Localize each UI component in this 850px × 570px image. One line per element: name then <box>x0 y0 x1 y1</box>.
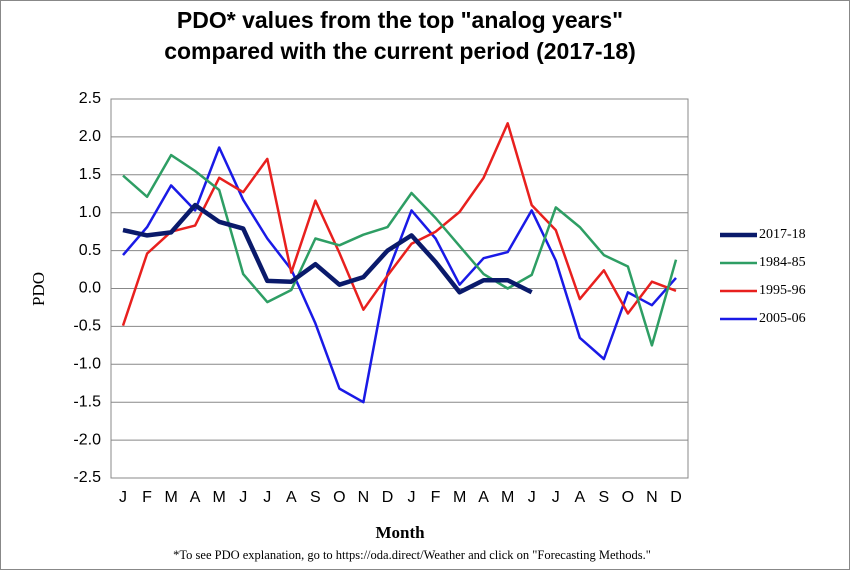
legend-label: 2005-06 <box>759 311 806 326</box>
y-tick-label: 1.5 <box>79 166 101 183</box>
chart-title: PDO* values from the top "analog years" <box>177 7 623 33</box>
x-tick-label: A <box>478 489 489 506</box>
x-tick-label: A <box>286 489 297 506</box>
legend-label: 2017-18 <box>759 227 806 242</box>
x-tick-label: M <box>213 489 226 506</box>
x-tick-label: O <box>622 489 634 506</box>
y-tick-label: -1.5 <box>73 393 101 410</box>
legend-label: 1984-85 <box>759 255 806 270</box>
x-tick-label: A <box>574 489 585 506</box>
y-tick-label: 0.0 <box>79 280 101 297</box>
x-tick-label: F <box>142 489 152 506</box>
x-tick-label: M <box>501 489 514 506</box>
x-tick-label: D <box>670 489 682 506</box>
x-tick-label: J <box>263 489 271 506</box>
chart-title: compared with the current period (2017-1… <box>164 38 636 64</box>
x-tick-label: M <box>453 489 466 506</box>
x-tick-label: M <box>164 489 177 506</box>
footnote: *To see PDO explanation, go to https://o… <box>173 548 651 562</box>
y-tick-label: 1.0 <box>79 204 101 221</box>
y-axis-label: PDO <box>29 272 48 306</box>
x-tick-label: J <box>552 489 560 506</box>
x-tick-label: J <box>239 489 247 506</box>
x-tick-label: F <box>431 489 441 506</box>
y-tick-label: -2.0 <box>73 431 101 448</box>
y-tick-label: -1.0 <box>73 356 101 373</box>
x-tick-label: A <box>190 489 201 506</box>
legend-label: 1995-96 <box>759 283 806 298</box>
x-tick-label: J <box>528 489 536 506</box>
x-tick-label: J <box>119 489 127 506</box>
y-tick-label: 2.0 <box>79 128 101 145</box>
y-tick-label: 0.5 <box>79 242 101 259</box>
x-tick-label: O <box>333 489 345 506</box>
x-tick-label: N <box>358 489 370 506</box>
y-tick-label: -2.5 <box>73 469 101 486</box>
series-line <box>122 153 678 347</box>
x-tick-label: S <box>599 489 610 506</box>
x-tick-label: J <box>408 489 416 506</box>
y-tick-label: 2.5 <box>79 90 101 107</box>
x-tick-label: N <box>646 489 658 506</box>
x-tick-label: D <box>382 489 394 506</box>
y-tick-label: -0.5 <box>73 318 101 335</box>
x-tick-label: S <box>310 489 321 506</box>
x-axis-label: Month <box>375 523 425 542</box>
series-line <box>122 202 533 295</box>
